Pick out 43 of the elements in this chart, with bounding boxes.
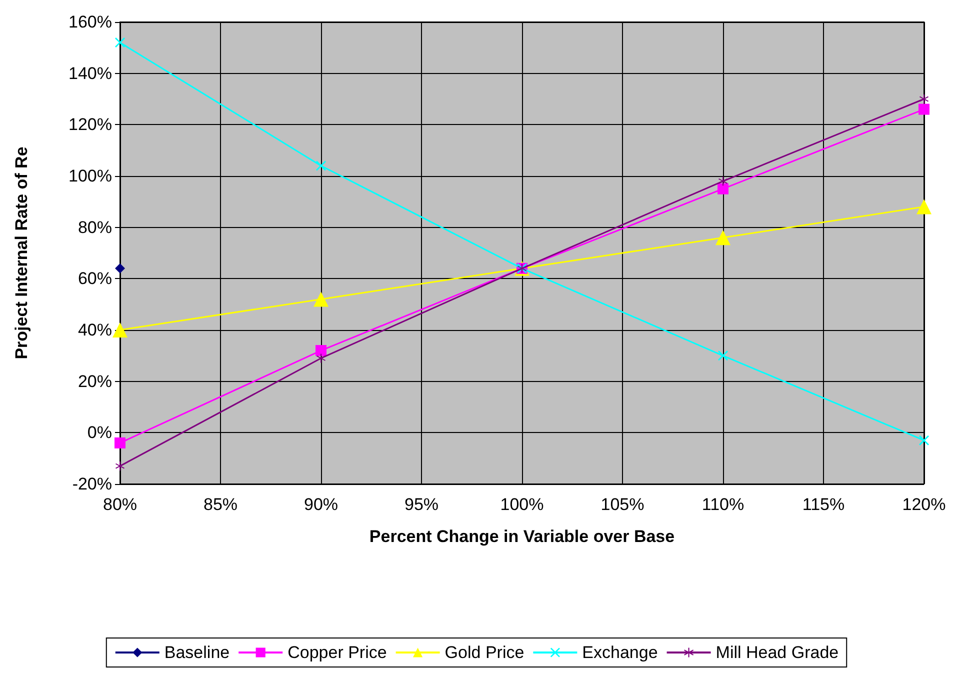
point xyxy=(920,94,928,104)
x-tick-label: 100% xyxy=(500,495,544,514)
point xyxy=(316,345,326,356)
legend-label: Gold Price xyxy=(444,643,524,662)
x-tick-label: 90% xyxy=(304,495,338,514)
x-tick-label: 95% xyxy=(404,495,439,514)
point xyxy=(115,38,125,48)
point xyxy=(718,176,728,186)
legend-label: Exchange xyxy=(582,643,658,662)
y-tick-label: 100% xyxy=(68,166,112,186)
point xyxy=(115,263,125,274)
x-axis-title: Percent Change in Variable over Base xyxy=(369,527,675,546)
x-tick-label: 110% xyxy=(702,495,744,514)
point xyxy=(316,160,326,171)
y-tick-label: 80% xyxy=(78,218,112,237)
y-tick-label: 140% xyxy=(68,64,112,83)
legend-label: Copper Price xyxy=(288,643,387,662)
point xyxy=(918,104,930,115)
y-tick-label: 60% xyxy=(78,269,112,288)
y-tick-label: 0% xyxy=(87,423,112,442)
point xyxy=(114,437,126,448)
y-tick-label: 20% xyxy=(78,372,112,391)
y-axis-title: Project Internal Rate of Re xyxy=(12,146,31,360)
x-tick-label: 115% xyxy=(802,495,845,514)
x-tick-label: 105% xyxy=(600,495,644,514)
point xyxy=(916,199,932,214)
point xyxy=(316,354,326,363)
x-tick-label: 85% xyxy=(203,495,238,514)
point xyxy=(112,322,128,338)
point xyxy=(919,435,929,446)
point xyxy=(314,292,328,307)
legend-label: Baseline xyxy=(164,643,230,662)
legend-label: Mill Head Grade xyxy=(716,643,839,662)
point xyxy=(718,350,728,361)
point xyxy=(116,462,124,471)
y-tick-label: 160% xyxy=(68,12,112,32)
y-tick-label: 120% xyxy=(68,115,112,134)
point xyxy=(716,230,730,246)
x-tick-label: 80% xyxy=(102,495,138,514)
y-tick-label: 40% xyxy=(78,320,112,340)
x-tick-label: 120% xyxy=(902,495,946,514)
point xyxy=(718,183,728,194)
y-tick-label: -20% xyxy=(72,474,112,494)
